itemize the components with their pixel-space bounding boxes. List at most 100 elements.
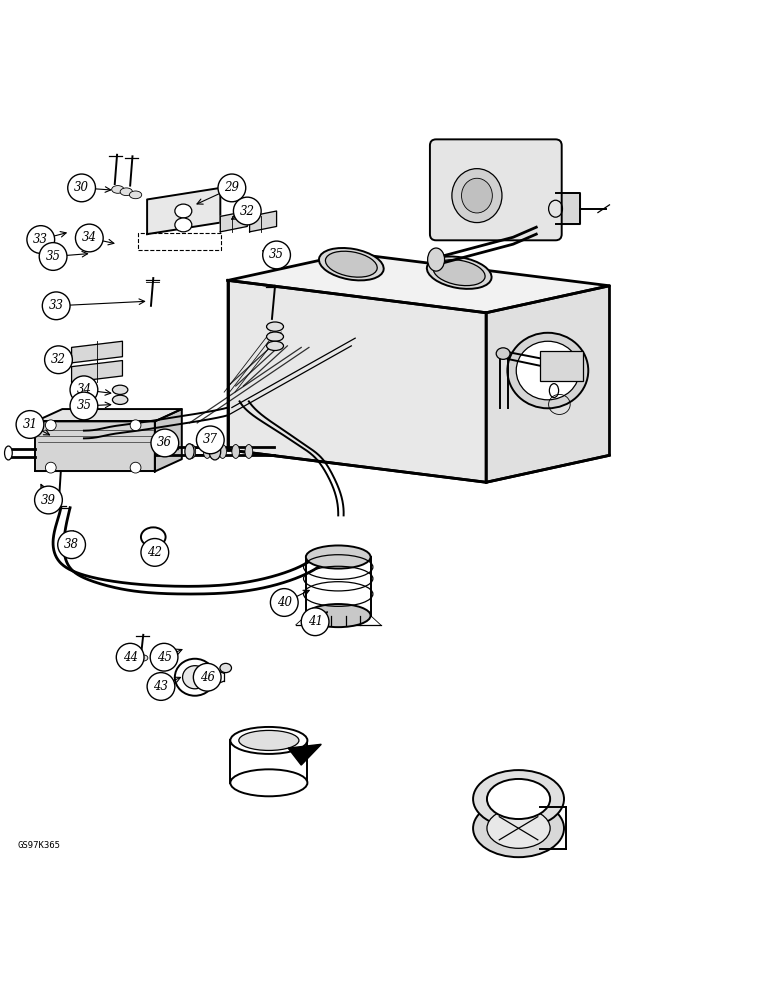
Ellipse shape xyxy=(306,545,371,569)
Bar xyxy=(138,233,221,250)
Text: 31: 31 xyxy=(22,418,38,431)
Text: 32: 32 xyxy=(51,353,66,366)
Polygon shape xyxy=(72,361,123,382)
Ellipse shape xyxy=(487,808,550,848)
Circle shape xyxy=(196,426,224,454)
Circle shape xyxy=(76,224,103,252)
Text: 35: 35 xyxy=(46,250,60,263)
Ellipse shape xyxy=(507,333,588,408)
Ellipse shape xyxy=(473,799,564,857)
Circle shape xyxy=(141,539,169,566)
Ellipse shape xyxy=(496,348,510,359)
Text: 45: 45 xyxy=(157,651,171,664)
Text: 43: 43 xyxy=(154,680,168,693)
Text: 29: 29 xyxy=(225,181,239,194)
Polygon shape xyxy=(220,211,247,232)
Ellipse shape xyxy=(428,248,445,271)
Polygon shape xyxy=(486,286,609,482)
Circle shape xyxy=(151,429,178,457)
Ellipse shape xyxy=(516,341,580,400)
Circle shape xyxy=(117,643,144,671)
Ellipse shape xyxy=(452,169,502,223)
Bar xyxy=(540,351,583,381)
Polygon shape xyxy=(155,409,181,471)
Polygon shape xyxy=(228,280,486,482)
Circle shape xyxy=(42,292,70,320)
Ellipse shape xyxy=(270,246,283,255)
Ellipse shape xyxy=(182,666,207,689)
Circle shape xyxy=(58,531,86,559)
Text: 38: 38 xyxy=(64,538,79,551)
Ellipse shape xyxy=(239,730,299,750)
Circle shape xyxy=(301,608,329,636)
Circle shape xyxy=(147,673,174,700)
Ellipse shape xyxy=(139,655,148,661)
Polygon shape xyxy=(556,193,581,224)
Circle shape xyxy=(68,174,96,202)
Text: 35: 35 xyxy=(269,248,284,261)
Text: 42: 42 xyxy=(147,546,162,559)
Circle shape xyxy=(70,392,98,420)
Text: GS97K365: GS97K365 xyxy=(18,841,61,850)
Text: 33: 33 xyxy=(49,299,63,312)
Text: 39: 39 xyxy=(41,493,56,506)
Circle shape xyxy=(16,411,44,438)
Text: 30: 30 xyxy=(74,181,89,194)
Text: 34: 34 xyxy=(82,231,96,244)
Ellipse shape xyxy=(266,332,283,341)
Circle shape xyxy=(39,243,67,270)
Ellipse shape xyxy=(174,204,191,218)
Ellipse shape xyxy=(218,445,226,458)
Circle shape xyxy=(130,420,141,431)
Ellipse shape xyxy=(306,604,371,627)
Circle shape xyxy=(27,226,55,253)
Ellipse shape xyxy=(473,770,564,828)
Ellipse shape xyxy=(266,341,283,351)
Ellipse shape xyxy=(203,445,211,458)
Ellipse shape xyxy=(174,218,191,232)
Polygon shape xyxy=(72,341,123,363)
Ellipse shape xyxy=(319,248,384,280)
Circle shape xyxy=(45,346,73,374)
Polygon shape xyxy=(36,409,181,421)
Ellipse shape xyxy=(209,443,221,460)
Polygon shape xyxy=(147,188,220,234)
Circle shape xyxy=(35,486,63,514)
Ellipse shape xyxy=(130,191,142,199)
Ellipse shape xyxy=(230,727,307,754)
Polygon shape xyxy=(288,744,321,765)
FancyBboxPatch shape xyxy=(430,139,562,240)
Ellipse shape xyxy=(220,663,232,673)
Text: 35: 35 xyxy=(76,399,91,412)
Ellipse shape xyxy=(174,659,215,696)
Ellipse shape xyxy=(462,178,493,213)
Text: 46: 46 xyxy=(200,671,215,684)
Ellipse shape xyxy=(188,445,195,458)
Ellipse shape xyxy=(113,395,128,404)
Polygon shape xyxy=(36,421,155,471)
Ellipse shape xyxy=(112,186,124,193)
Circle shape xyxy=(193,663,221,691)
Circle shape xyxy=(262,241,290,269)
Text: 44: 44 xyxy=(123,651,137,664)
Ellipse shape xyxy=(232,445,239,458)
Text: 34: 34 xyxy=(76,383,91,396)
Text: 37: 37 xyxy=(203,433,218,446)
Text: 32: 32 xyxy=(240,205,255,218)
Ellipse shape xyxy=(5,446,12,460)
Circle shape xyxy=(70,376,98,404)
Text: 33: 33 xyxy=(33,233,49,246)
Circle shape xyxy=(233,197,261,225)
Ellipse shape xyxy=(326,251,378,277)
Circle shape xyxy=(151,643,178,671)
Text: 36: 36 xyxy=(157,436,172,449)
Ellipse shape xyxy=(230,769,307,796)
Polygon shape xyxy=(228,253,609,313)
Ellipse shape xyxy=(245,445,252,458)
Ellipse shape xyxy=(427,256,492,289)
Ellipse shape xyxy=(113,385,128,394)
Circle shape xyxy=(46,420,56,431)
Ellipse shape xyxy=(120,188,133,196)
Text: 41: 41 xyxy=(307,615,323,628)
Circle shape xyxy=(46,462,56,473)
